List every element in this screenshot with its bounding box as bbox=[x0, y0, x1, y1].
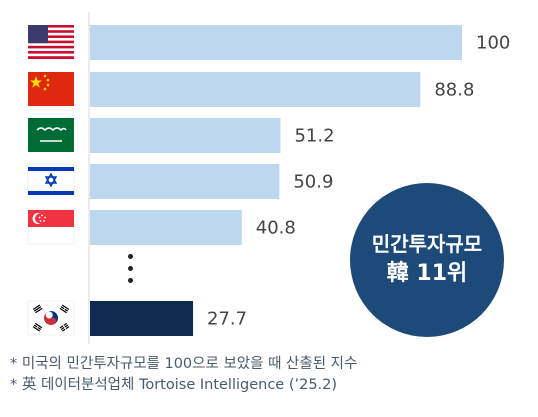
footnotes: * 미국의 민간투자규모를 100으로 보았을 때 산출된 지수 * 英 데이터… bbox=[10, 354, 357, 396]
gap-dot bbox=[128, 266, 133, 271]
bar-saudi-arabia bbox=[90, 118, 281, 153]
value-label: 27.7 bbox=[207, 309, 247, 330]
bar-south-korea bbox=[90, 301, 194, 336]
bar-china bbox=[90, 72, 421, 107]
footnote-source: * 英 데이터분석업체 Tortoise Intelligence (’25.2… bbox=[10, 377, 338, 393]
bar-united-states bbox=[90, 25, 462, 60]
footnote-index: * 미국의 민간투자규모를 100으로 보았을 때 산출된 지수 bbox=[10, 356, 358, 372]
bar-singapore bbox=[90, 210, 242, 245]
badge-rank: 韓 11위 bbox=[386, 261, 468, 286]
value-label: 51.2 bbox=[294, 126, 334, 147]
value-label: 88.8 bbox=[434, 80, 474, 101]
badge-title: 민간투자규모 bbox=[371, 232, 483, 256]
gap-ellipsis bbox=[128, 254, 133, 290]
value-label: 100 bbox=[476, 33, 510, 54]
gap-dot bbox=[128, 278, 133, 283]
israel-flag-icon bbox=[27, 163, 75, 199]
value-label: 50.9 bbox=[293, 172, 333, 193]
bar-israel bbox=[90, 164, 280, 199]
value-label: 40.8 bbox=[256, 218, 296, 239]
china-flag-icon bbox=[28, 72, 74, 106]
rank-badge: 민간투자규모 韓 11위 bbox=[350, 183, 504, 337]
korea-flag-icon bbox=[27, 300, 75, 336]
us-flag-icon bbox=[28, 25, 74, 59]
bars-group: 100 88.8 51.2 50.9 40.8 27.7 bbox=[90, 25, 510, 336]
saudi-flag-icon bbox=[28, 118, 74, 152]
singapore-flag-icon bbox=[27, 209, 75, 245]
gap-dot bbox=[128, 254, 133, 259]
